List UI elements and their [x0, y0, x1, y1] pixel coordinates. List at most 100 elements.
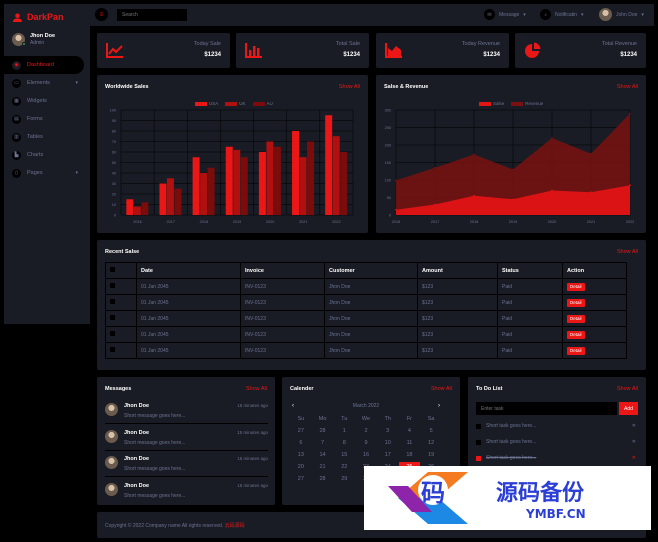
sidebar-item-elements[interactable]: ▭ Elements ▾: [4, 74, 90, 92]
calendar-day[interactable]: 5: [429, 428, 433, 434]
sidebar-item-charts[interactable]: ▙ Charts: [4, 146, 90, 164]
close-icon[interactable]: ✕: [631, 455, 636, 461]
legend-label: USA: [209, 101, 219, 106]
show-all-link[interactable]: Show All: [430, 386, 452, 392]
show-all-link[interactable]: Show All: [245, 386, 267, 392]
notification-dropdown[interactable]: ♪ Notificatin ▾: [540, 9, 583, 20]
show-all-link[interactable]: Show All: [616, 386, 638, 392]
row-checkbox[interactable]: [110, 331, 115, 336]
sidebar-item-tables[interactable]: ▥ Tables: [4, 128, 90, 146]
stat-label: Total Sale: [335, 41, 360, 47]
calendar-day[interactable]: 17: [384, 452, 391, 458]
calendar-day[interactable]: 22: [341, 464, 348, 470]
calendar-day[interactable]: 19: [428, 452, 435, 458]
calendar-day[interactable]: 1: [342, 428, 346, 434]
sidebar-item-label: Widgets: [27, 98, 47, 104]
watermark-subtitle: YMBF.CN: [526, 507, 586, 521]
divider: [105, 422, 268, 423]
detail-button[interactable]: Detail: [567, 314, 585, 323]
calendar-day[interactable]: 3: [386, 428, 390, 434]
close-icon[interactable]: ✕: [631, 439, 636, 445]
calendar-day[interactable]: 28: [319, 476, 326, 482]
calendar-day[interactable]: 8: [342, 440, 346, 446]
detail-button[interactable]: Detail: [567, 346, 585, 355]
todo-checkbox[interactable]: [476, 423, 481, 429]
calendar-day[interactable]: 12: [428, 440, 435, 446]
sidebar-item-label: Forms: [27, 116, 43, 122]
calendar-day[interactable]: 2: [364, 428, 368, 434]
user-shield-icon: [13, 12, 22, 22]
detail-button[interactable]: Detail: [567, 298, 585, 307]
row-select-cell: [105, 278, 137, 295]
message-item[interactable]: Jhon Doe 15 minutes ago Short message go…: [105, 397, 268, 423]
column-header: Action: [562, 262, 627, 279]
message-item[interactable]: Jhon Doe 15 minutes ago Short message go…: [105, 477, 268, 503]
message-time: 15 minutes ago: [237, 430, 268, 435]
calendar-day[interactable]: 10: [384, 440, 391, 446]
watermark: 码 源码备份 YMBF.CN: [364, 466, 651, 530]
calendar-day[interactable]: 6: [299, 440, 303, 446]
stat-card-today-sale: Today Sale $1234: [97, 33, 230, 68]
sidebar-item-pages[interactable]: ▯ Pages ▾: [4, 164, 90, 182]
panel-title: Messages: [105, 386, 132, 392]
bar-au: [273, 146, 281, 215]
message-item[interactable]: Jhon Doe 15 minutes ago Short message go…: [105, 424, 268, 450]
sidebar-item-widgets[interactable]: ▦ Widgets: [4, 92, 90, 110]
row-checkbox[interactable]: [110, 299, 115, 304]
calendar-day[interactable]: 20: [297, 464, 304, 470]
point-salse: [395, 208, 397, 211]
calendar-day[interactable]: 21: [319, 464, 326, 470]
row-checkbox[interactable]: [110, 283, 115, 288]
calendar-day[interactable]: 27: [297, 476, 304, 482]
detail-button[interactable]: Detail: [567, 330, 585, 339]
calendar-day[interactable]: 13: [297, 452, 304, 458]
footer-link[interactable]: 云码源码: [224, 523, 245, 529]
message-dropdown[interactable]: ✉ Message ▾: [484, 9, 526, 20]
detail-button[interactable]: Detail: [567, 282, 585, 291]
y-tick-label: 300: [385, 109, 391, 113]
chart-legend: Salse Revenue: [479, 101, 543, 106]
menu-toggle-button[interactable]: ≡: [95, 8, 108, 21]
close-icon[interactable]: ✕: [631, 423, 636, 429]
message-item[interactable]: Jhon Doe 15 minutes ago Short message go…: [105, 450, 268, 476]
bar-usa: [192, 157, 200, 215]
calendar-day[interactable]: 27: [297, 428, 304, 434]
user-dropdown[interactable]: John Doe ▾: [599, 8, 644, 21]
select-all-checkbox[interactable]: [110, 267, 115, 272]
calendar-day[interactable]: 11: [406, 440, 413, 446]
todo-item: Short task goes here... ✕: [476, 434, 638, 450]
sidebar-item-dashboard[interactable]: ◉ Dashboard: [4, 56, 84, 74]
calendar-day[interactable]: 28: [319, 428, 326, 434]
legend-item: Salse: [479, 101, 504, 106]
stat-card-today-revenue: Today Revenue $1234: [376, 33, 509, 68]
calendar-day[interactable]: 4: [407, 428, 411, 434]
todo-checkbox[interactable]: [476, 455, 481, 461]
show-all-link[interactable]: Show All: [616, 84, 638, 90]
row-checkbox[interactable]: [110, 315, 115, 320]
next-month-button[interactable]: ›: [438, 403, 440, 409]
calendar-day[interactable]: 9: [364, 440, 368, 446]
show-all-link[interactable]: Show All: [616, 249, 638, 255]
add-task-button[interactable]: Add: [619, 402, 638, 415]
calendar-day[interactable]: 14: [319, 452, 326, 458]
calendar-day[interactable]: 18: [406, 452, 413, 458]
row-checkbox[interactable]: [110, 347, 115, 352]
sidebar-item-forms[interactable]: ▤ Forms: [4, 110, 90, 128]
calendar-day[interactable]: 16: [362, 452, 370, 458]
chevron-down-icon: ▾: [580, 11, 584, 18]
date-cell: 01 Jan 2045: [136, 278, 241, 295]
show-all-link[interactable]: Show All: [338, 84, 360, 90]
file-icon: ▯: [12, 168, 21, 178]
amount-cell: $123: [417, 278, 498, 295]
search-input[interactable]: [117, 9, 187, 21]
todo-checkbox[interactable]: [476, 439, 481, 445]
calendar-day[interactable]: 29: [341, 476, 348, 482]
bar-uk: [133, 206, 141, 215]
avatar: [105, 456, 118, 469]
task-input[interactable]: [476, 402, 617, 415]
brand-logo[interactable]: DarkPan: [12, 12, 64, 22]
calendar-day[interactable]: 15: [341, 452, 348, 458]
prev-month-button[interactable]: ‹: [292, 403, 294, 409]
calendar-day[interactable]: 7: [321, 440, 325, 446]
invoice-cell: INV-0123: [240, 342, 325, 359]
